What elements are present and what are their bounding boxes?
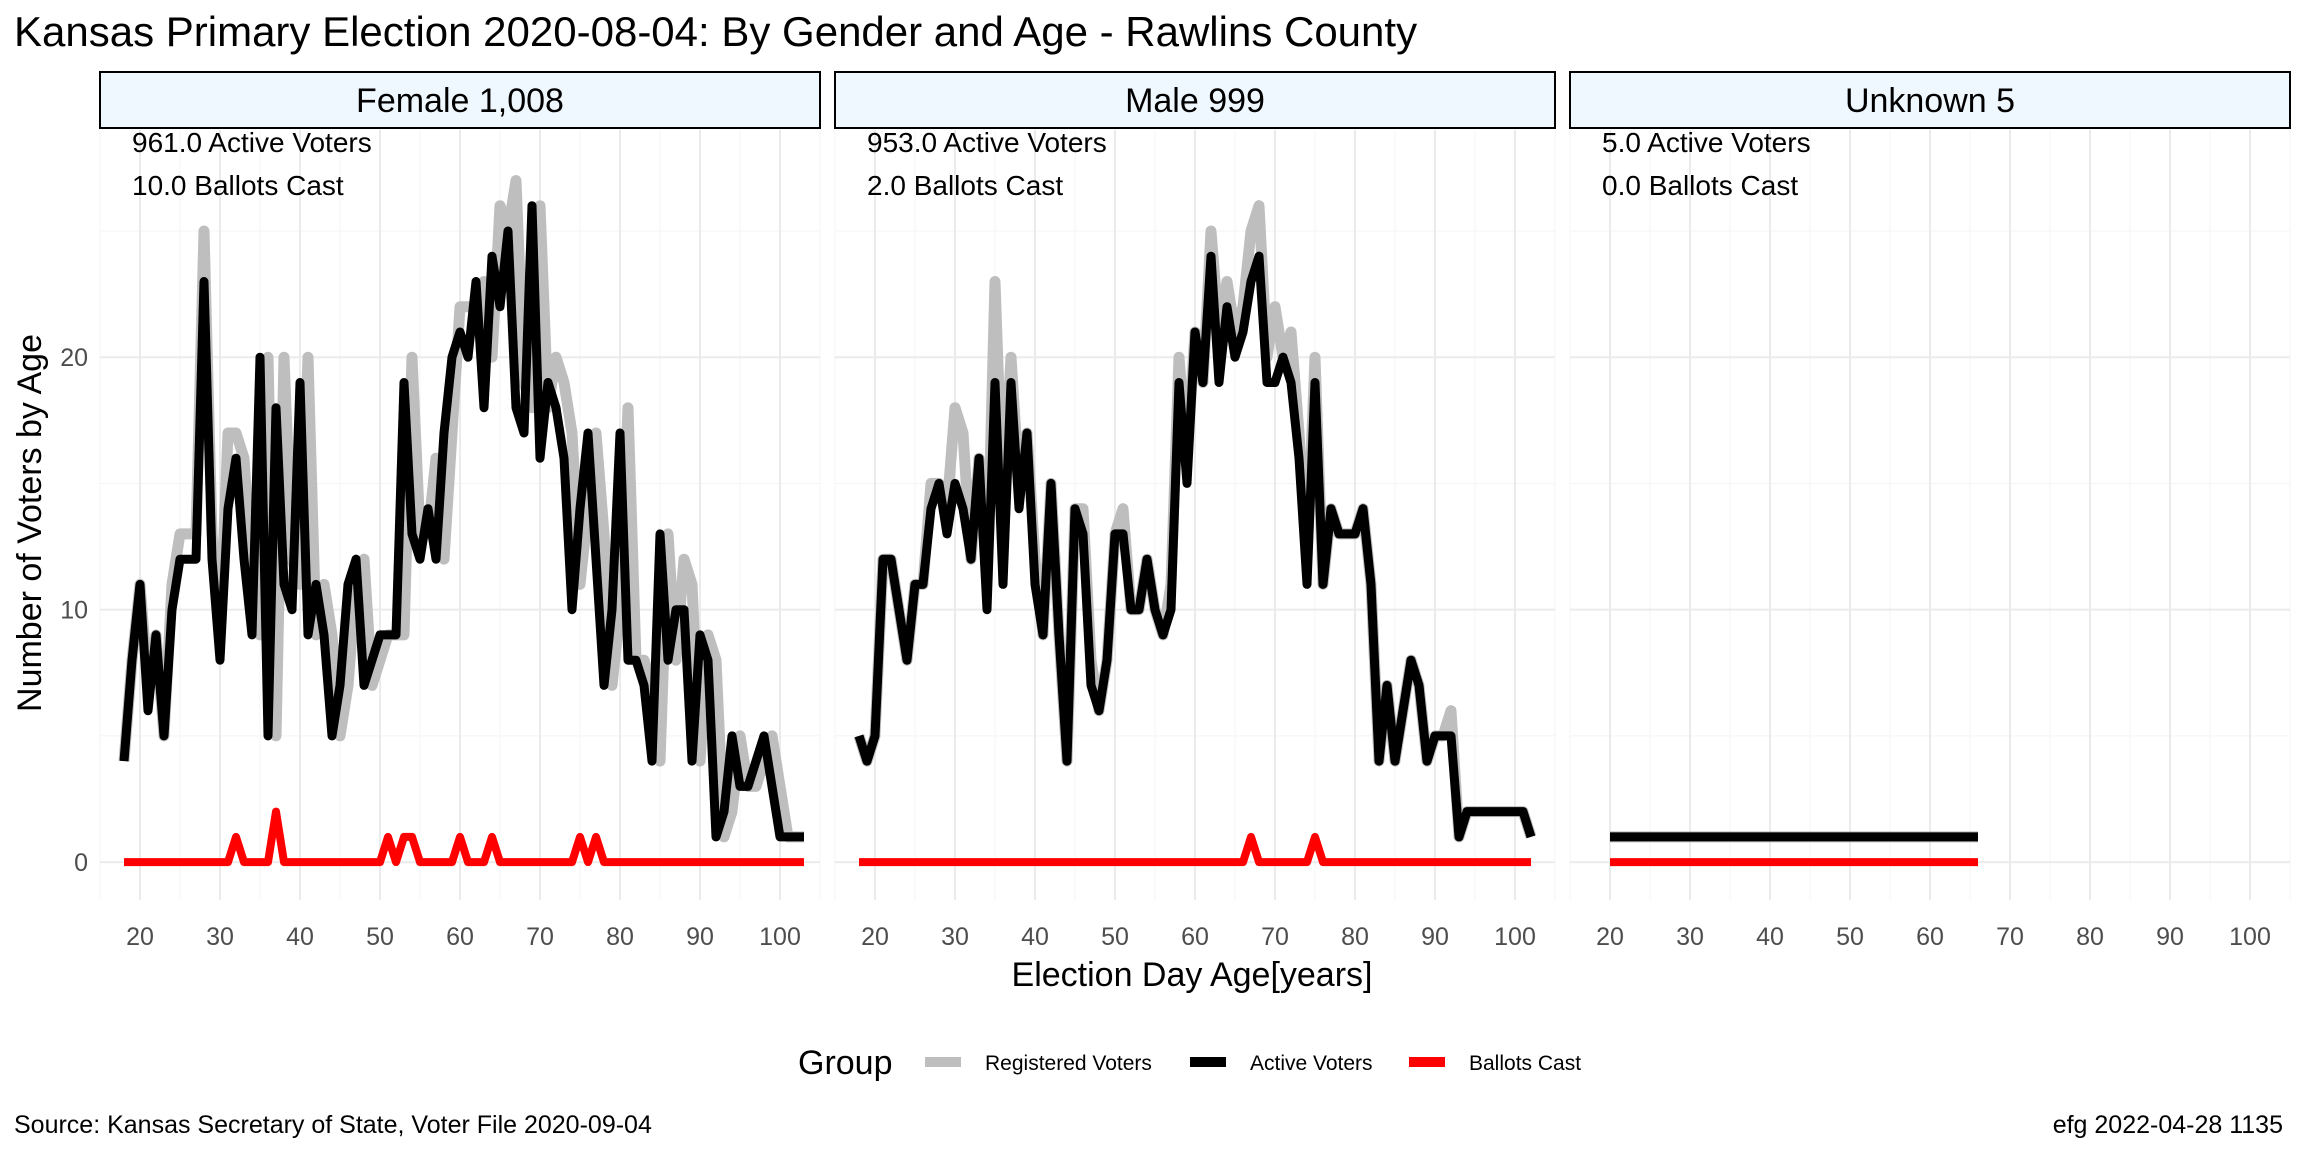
x-axis-title: Election Day Age[years]	[1012, 956, 1373, 994]
y-tick-label: 0	[74, 849, 88, 877]
x-tick-label: 90	[1421, 923, 1449, 951]
x-tick-label: 80	[606, 923, 634, 951]
panel-annotation: 2.0 Ballots Cast	[867, 170, 1063, 201]
series-line-ballots-cast	[124, 807, 804, 867]
date-caption: efg 2022-04-28 1135	[2053, 1111, 2283, 1139]
legend-label: Registered Voters	[985, 1052, 1152, 1075]
x-tick-label: 90	[2156, 923, 2184, 951]
x-tick-label: 70	[1996, 923, 2024, 951]
x-tick-label: 50	[1101, 923, 1129, 951]
chart-title: Kansas Primary Election 2020-08-04: By G…	[14, 8, 1417, 55]
x-tick-label: 40	[1021, 923, 1049, 951]
x-tick-label: 40	[286, 923, 314, 951]
panel-strip	[99, 71, 821, 129]
x-tick-label: 60	[1916, 923, 1944, 951]
x-tick-label: 100	[2229, 923, 2271, 951]
series-line-active-voters	[119, 201, 804, 842]
x-tick-label: 30	[206, 923, 234, 951]
panel-3: Unknown 5 20 30 40 50 60 70 80 90 100 5.0 Active V…	[1569, 71, 2291, 951]
x-tick-label: 100	[759, 923, 801, 951]
series-line-registered-voters	[118, 175, 804, 843]
y-tick-label: 20	[60, 344, 88, 372]
panel-2: Male 999 20 30 40 50 60 70 80 90 100 953.0 Active …	[834, 71, 1556, 951]
x-tick-label: 20	[1596, 923, 1624, 951]
x-tick-label: 40	[1756, 923, 1784, 951]
x-tick-label: 30	[941, 923, 969, 951]
x-tick-label: 30	[1676, 923, 1704, 951]
series-line-ballots-cast	[859, 832, 1531, 867]
x-tick-label: 20	[126, 923, 154, 951]
y-tick-label: 10	[60, 597, 88, 625]
x-tick-label: 20	[861, 923, 889, 951]
x-tick-label: 90	[686, 923, 714, 951]
panel-1: Female 1,008 20 30 40 50 60 70 80 90 100 0 10 20 961.…	[60, 71, 821, 951]
x-tick-label: 60	[446, 923, 474, 951]
x-tick-label: 50	[366, 923, 394, 951]
source-caption: Source: Kansas Secretary of State, Voter…	[14, 1111, 652, 1139]
panel-annotation: 953.0 Active Voters	[867, 127, 1107, 158]
x-tick-label: 70	[1261, 923, 1289, 951]
x-tick-label: 60	[1181, 923, 1209, 951]
x-tick-label: 80	[1341, 923, 1369, 951]
panel-strip-label: Unknown 5	[1845, 82, 2015, 120]
x-tick-label: 50	[1836, 923, 1864, 951]
x-tick-label: 70	[526, 923, 554, 951]
y-axis-title: Number of Voters by Age	[11, 334, 49, 712]
legend-label: Active Voters	[1250, 1052, 1373, 1075]
panel-annotation: 5.0 Active Voters	[1602, 127, 1811, 158]
legend: Group Registered Voters Active Voters Ballo…	[798, 1044, 1581, 1082]
series-line-active-voters	[854, 251, 1536, 842]
x-tick-label: 80	[2076, 923, 2104, 951]
panel-strip-label: Male 999	[1125, 82, 1265, 120]
panel-annotation: 0.0 Ballots Cast	[1602, 170, 1798, 201]
panel-strip-label: Female 1,008	[356, 82, 564, 120]
legend-title: Group	[798, 1044, 893, 1082]
panel-annotation: 10.0 Ballots Cast	[132, 170, 344, 201]
x-tick-label: 100	[1494, 923, 1536, 951]
panel-strip	[834, 71, 1556, 129]
legend-label: Ballots Cast	[1469, 1052, 1581, 1075]
panels: Female 1,008 20 30 40 50 60 70 80 90 100 0 10 20 961.…	[60, 71, 2291, 951]
panel-strip	[1569, 71, 2291, 129]
panel-annotation: 961.0 Active Voters	[132, 127, 372, 158]
